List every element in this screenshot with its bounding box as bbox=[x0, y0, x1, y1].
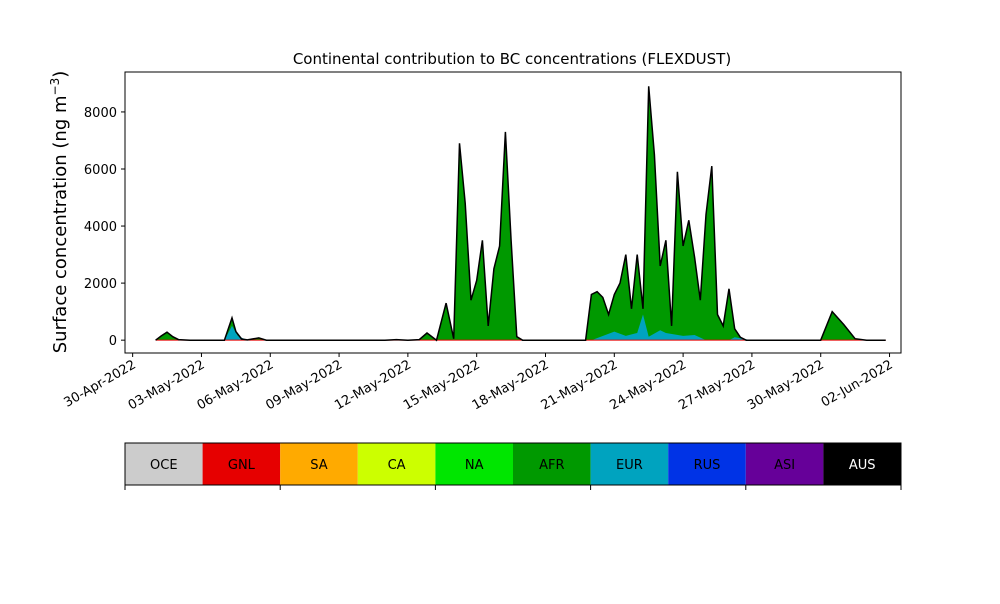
legend-swatch-oce bbox=[125, 443, 203, 485]
legend-label-afr: AFR bbox=[539, 458, 564, 473]
y-tick-label: 8000 bbox=[84, 106, 117, 121]
y-axis-label-superscript: −3 bbox=[48, 78, 62, 96]
legend-label-rus: RUS bbox=[694, 458, 721, 473]
x-tick-label: 27-May-2022 bbox=[676, 357, 758, 413]
legend-swatch-sa bbox=[280, 443, 358, 485]
legend-label-ca: CA bbox=[388, 458, 406, 473]
legend-label-sa: SA bbox=[310, 458, 327, 473]
x-tick-label: 03-May-2022 bbox=[126, 357, 208, 413]
x-tick-label: 24-May-2022 bbox=[607, 357, 689, 413]
colorbar-frame bbox=[124, 442, 902, 486]
y-tick-label: 6000 bbox=[84, 163, 117, 178]
legend-swatch-ca bbox=[357, 443, 436, 485]
legend-swatch-asi bbox=[745, 443, 824, 485]
x-tick-label: 15-May-2022 bbox=[401, 357, 483, 413]
series-area-eur bbox=[155, 314, 886, 341]
legend-label-eur: EUR bbox=[616, 458, 643, 473]
legend-swatch-afr bbox=[513, 443, 591, 485]
legend-swatch-gnl bbox=[202, 443, 281, 485]
x-tick-label: 06-May-2022 bbox=[195, 357, 277, 413]
legend-label-na: NA bbox=[465, 458, 484, 473]
legend-swatch-rus bbox=[668, 443, 746, 485]
colorbar-legend: OCE GNL SA CA NA AFR EUR RUS ASI AUS bbox=[124, 442, 902, 490]
x-axis-ticks: 30-Apr-202203-May-202206-May-202209-May-… bbox=[62, 353, 896, 413]
series-line-aus bbox=[155, 86, 886, 342]
y-axis-ticks: 0 2000 4000 6000 8000 bbox=[84, 106, 125, 349]
legend-label-asi: ASI bbox=[774, 458, 795, 473]
y-tick-label: 2000 bbox=[84, 277, 117, 292]
legend-label-oce: OCE bbox=[150, 458, 178, 473]
plot-frame bbox=[124, 71, 902, 354]
legend-label-gnl: GNL bbox=[228, 458, 256, 473]
legend-swatch-aus bbox=[823, 443, 901, 485]
y-axis-label-close: ) bbox=[50, 71, 71, 78]
legend-label-aus: AUS bbox=[849, 458, 876, 473]
y-tick-label: 0 bbox=[109, 334, 117, 349]
y-axis-label-text: Surface concentration (ng m bbox=[50, 95, 71, 353]
y-tick-label: 4000 bbox=[84, 220, 117, 235]
plot-area bbox=[155, 86, 886, 342]
x-tick-label: 21-May-2022 bbox=[539, 357, 621, 413]
x-tick-label: 18-May-2022 bbox=[470, 357, 552, 413]
x-tick-label: 30-May-2022 bbox=[745, 357, 827, 413]
legend-swatch-eur bbox=[590, 443, 669, 485]
x-tick-label: 12-May-2022 bbox=[332, 357, 414, 413]
y-axis-label: Surface concentration (ng m−3) bbox=[48, 71, 71, 354]
legend-swatch-na bbox=[435, 443, 513, 485]
series-area-afr bbox=[155, 86, 886, 341]
x-tick-label: 09-May-2022 bbox=[263, 357, 345, 413]
x-tick-label: 02-Jun-2022 bbox=[819, 357, 896, 410]
chart-title: Continental contribution to BC concentra… bbox=[293, 50, 731, 68]
